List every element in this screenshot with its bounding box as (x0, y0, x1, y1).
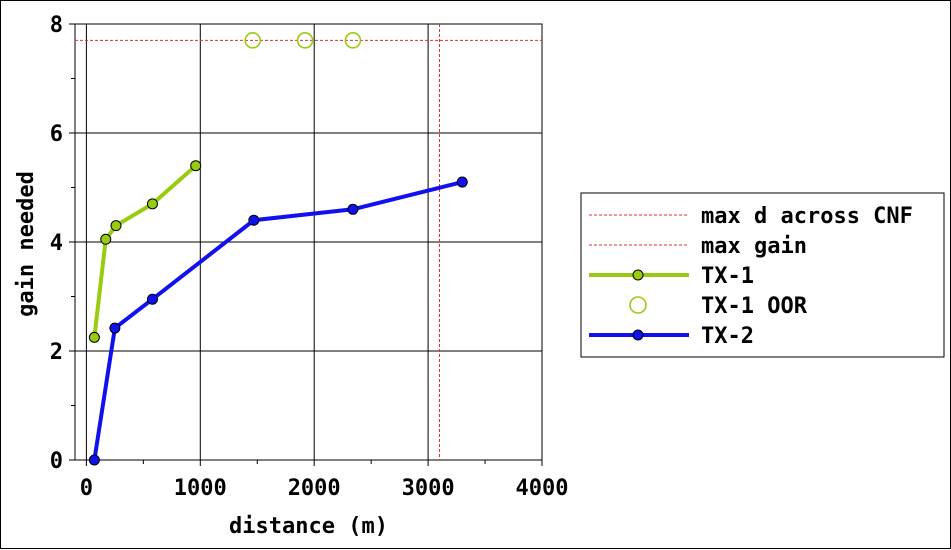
tx2-point (146, 293, 158, 305)
x-tick-label: 0 (80, 476, 93, 501)
tx1-oor-point (244, 32, 261, 49)
tx1-point (146, 198, 158, 210)
legend-tx1-marker (632, 269, 644, 281)
x-tick-label: 1000 (174, 476, 227, 501)
x-tick-label: 3000 (402, 476, 455, 501)
legend-max-gain-label: max gain (701, 234, 807, 259)
y-tick-label: 4 (50, 231, 63, 256)
tx2-point (248, 214, 260, 226)
legend-tx1-oor-label: TX-1 OOR (701, 294, 808, 319)
tx1-oor-point (344, 32, 362, 49)
tx1-point (190, 160, 202, 172)
tx1-oor-point (296, 32, 314, 49)
legend-max-distance-label: max d across CNF (701, 204, 913, 229)
tx1-point (88, 331, 100, 343)
tx2-point (109, 322, 121, 334)
legend-tx2-marker (632, 329, 644, 341)
x-tick-label: 4000 (516, 476, 569, 501)
x-axis-label: distance (m) (229, 514, 388, 539)
legend-tx1-label: TX-1 (701, 264, 754, 289)
y-tick-label: 8 (50, 13, 63, 38)
tx1-point (110, 220, 122, 232)
y-axis-label: gain needed (14, 171, 39, 317)
legend-tx2-label: TX-2 (701, 324, 754, 349)
y-tick-label: 0 (50, 449, 63, 474)
legend-tx1-oor-marker (629, 296, 647, 314)
tx2-point (88, 454, 100, 466)
x-tick-label: 2000 (288, 476, 341, 501)
tx2-line (92, 180, 463, 461)
y-tick-label: 2 (50, 340, 63, 365)
tx1-point (100, 233, 112, 245)
tx2-point (347, 203, 359, 215)
y-tick-label: 6 (50, 122, 63, 147)
tx2-point (456, 176, 468, 188)
